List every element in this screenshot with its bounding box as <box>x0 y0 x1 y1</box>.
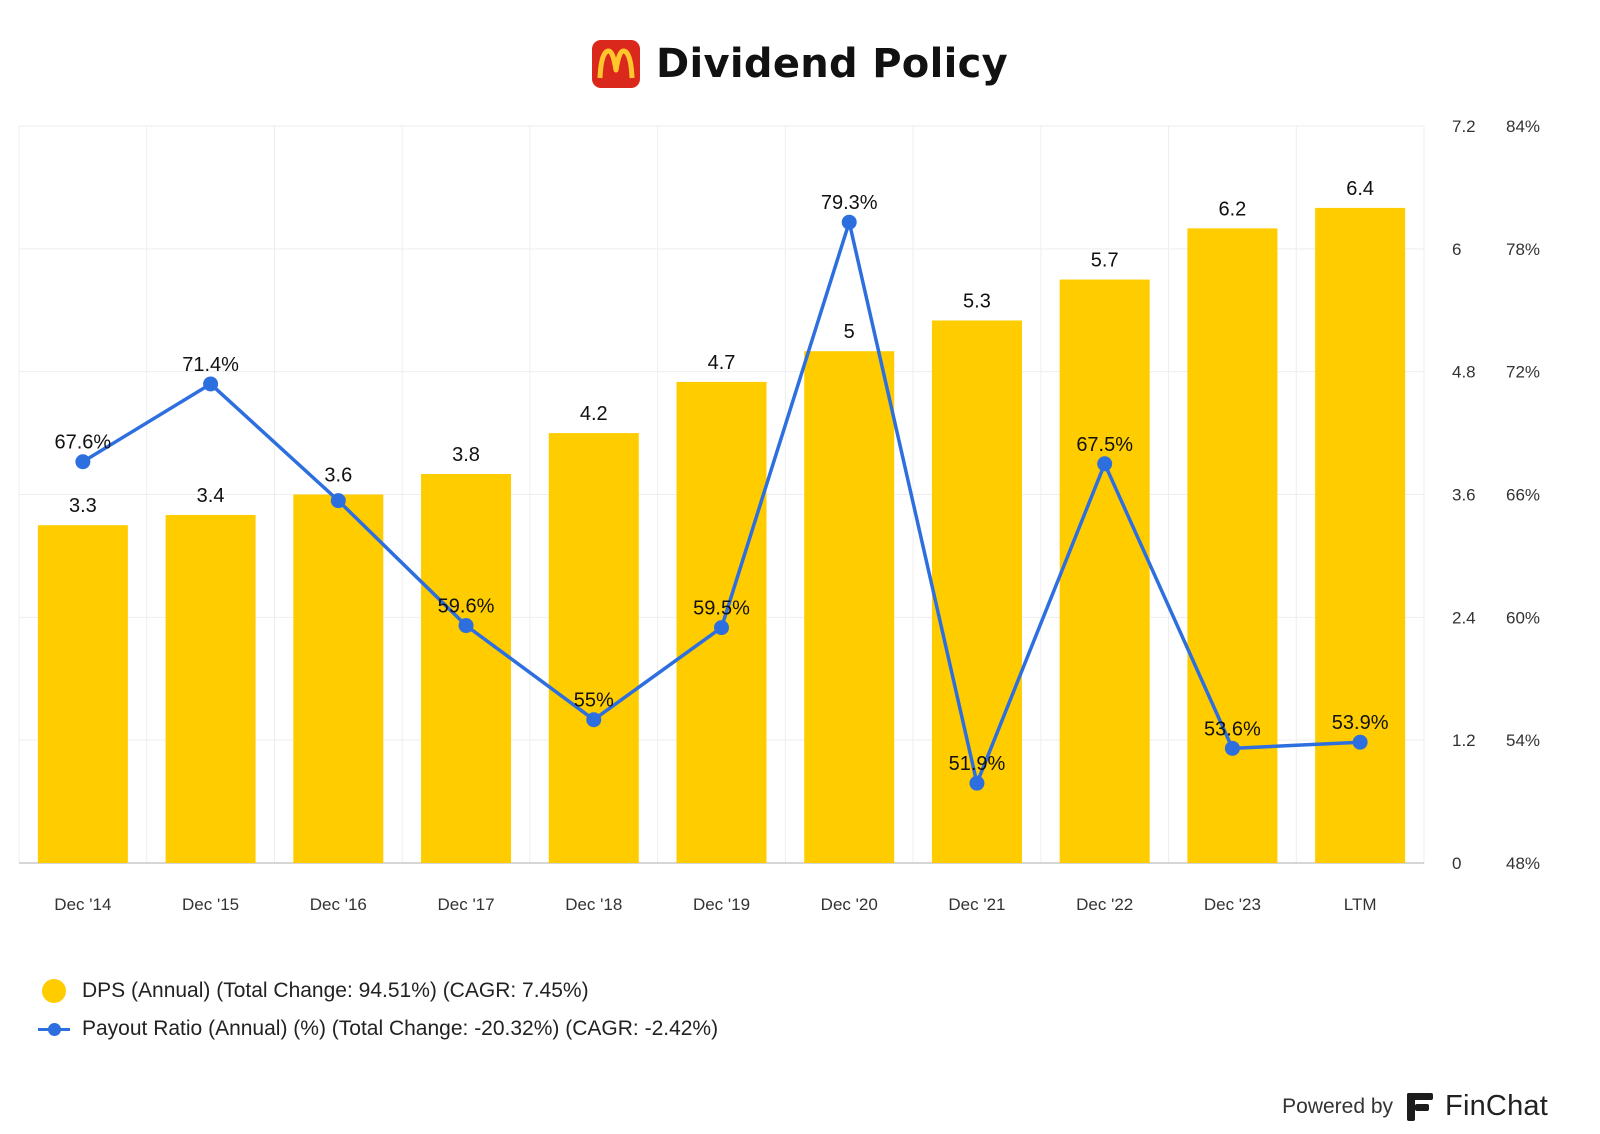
x-tick-label: Dec '15 <box>182 895 239 914</box>
payout-ratio-point <box>969 775 985 791</box>
payout-ratio-label: 55% <box>574 690 614 712</box>
bar <box>165 514 256 863</box>
payout-ratio-point <box>458 618 474 634</box>
legend-label-payout-ratio: Payout Ratio (Annual) (%) (Total Change:… <box>82 1017 719 1040</box>
dps-axis-tick-label: 0 <box>1452 854 1461 873</box>
payout-ratio-point <box>75 454 91 470</box>
x-tick-label: Dec '19 <box>693 895 750 914</box>
chart-title: Dividend Policy <box>656 41 1008 87</box>
bar <box>548 433 639 863</box>
bar-value-label: 3.4 <box>197 485 225 507</box>
payout-ratio-label: 53.9% <box>1332 712 1389 734</box>
x-tick-label: LTM <box>1344 895 1377 914</box>
payout-ratio-label: 79.3% <box>821 192 878 214</box>
payout-axis-tick-label: 48% <box>1506 854 1540 873</box>
payout-ratio-label: 59.5% <box>693 598 750 620</box>
bar <box>931 320 1022 864</box>
bar-value-label: 4.7 <box>708 352 736 374</box>
mcdonalds-logo-icon <box>592 40 640 88</box>
payout-axis-tick-label: 84% <box>1506 117 1540 136</box>
bar <box>1315 207 1406 863</box>
bar <box>37 525 128 863</box>
finchat-logo-icon <box>1407 1092 1434 1121</box>
bar-value-label: 6.2 <box>1219 198 1247 220</box>
bar <box>1059 279 1150 864</box>
legend-item-dps[interactable]: DPS (Annual) (Total Change: 94.51%) (CAG… <box>38 972 718 1010</box>
dps-axis-tick-label: 4.8 <box>1452 363 1476 382</box>
payout-ratio-point <box>1224 740 1240 756</box>
bar-value-label: 3.3 <box>69 495 97 517</box>
payout-ratio-label: 59.6% <box>438 596 495 618</box>
bar <box>804 351 895 863</box>
finchat-brand[interactable]: FinChat <box>1405 1090 1548 1123</box>
bar-value-label: 3.6 <box>324 465 352 487</box>
payout-ratio-point <box>203 376 219 392</box>
x-tick-label: Dec '17 <box>437 895 494 914</box>
bar-value-label: 3.8 <box>452 444 480 466</box>
payout-axis-tick-label: 72% <box>1506 363 1540 382</box>
x-tick-label: Dec '14 <box>54 895 111 914</box>
dps-axis-tick-label: 3.6 <box>1452 486 1476 505</box>
dps-axis-tick-label: 2.4 <box>1452 608 1476 627</box>
x-tick-label: Dec '16 <box>310 895 367 914</box>
chart-legend: DPS (Annual) (Total Change: 94.51%) (CAG… <box>38 972 718 1048</box>
payout-ratio-point <box>330 493 346 509</box>
payout-axis-tick-label: 78% <box>1506 240 1540 259</box>
payout-ratio-label: 67.5% <box>1076 434 1133 456</box>
payout-axis-tick-label: 60% <box>1506 608 1540 627</box>
dividend-chart: 3.3 3.4 3.6 3.8 4.2 4.7 5 5.3 5.7 6.2 6.4 67.6% 71.4… <box>18 117 1540 914</box>
x-tick-label: Dec '23 <box>1204 895 1261 914</box>
chart-header: Dividend Policy <box>0 36 1600 92</box>
x-tick-label: Dec '20 <box>821 895 878 914</box>
payout-axis-tick-label: 54% <box>1506 731 1540 750</box>
payout-ratio-point <box>841 214 857 230</box>
payout-ratio-point <box>586 712 602 728</box>
bar <box>293 494 384 863</box>
x-tick-label: Dec '22 <box>1076 895 1133 914</box>
bar-value-label: 5.7 <box>1091 250 1119 272</box>
x-tick-label: Dec '18 <box>565 895 622 914</box>
payout-ratio-label: 51.9% <box>949 753 1006 775</box>
payout-axis-tick-label: 66% <box>1506 486 1540 505</box>
bar <box>421 474 512 863</box>
bar-value-label: 5.3 <box>963 290 991 312</box>
bar-value-label: 5 <box>844 321 855 343</box>
legend-item-payout-ratio[interactable]: Payout Ratio (Annual) (%) (Total Change:… <box>38 1010 718 1048</box>
bar <box>1187 228 1278 864</box>
payout-ratio-label: 67.6% <box>55 432 112 454</box>
payout-ratio-point <box>1097 456 1113 472</box>
dps-axis-tick-label: 1.2 <box>1452 731 1476 750</box>
dps-axis-tick-label: 6 <box>1452 240 1461 259</box>
dps-axis-tick-label: 7.2 <box>1452 117 1476 136</box>
payout-ratio-label: 53.6% <box>1204 718 1261 740</box>
powered-by-footer: Powered by FinChat <box>1282 1090 1548 1123</box>
finchat-brand-text: FinChat <box>1445 1090 1548 1122</box>
payout-ratio-label: 71.4% <box>182 354 239 376</box>
legend-label-dps: DPS (Annual) (Total Change: 94.51%) (CAG… <box>82 979 589 1002</box>
powered-by-text: Powered by <box>1282 1094 1394 1118</box>
bar-value-label: 6.4 <box>1346 178 1374 200</box>
payout-ratio-point <box>1352 734 1368 750</box>
payout-ratio-point <box>714 620 729 636</box>
bar-value-label: 4.2 <box>580 403 608 425</box>
yellow-dot-icon <box>38 979 74 1003</box>
blue-line-icon <box>38 1017 74 1041</box>
x-tick-label: Dec '21 <box>948 895 1005 914</box>
